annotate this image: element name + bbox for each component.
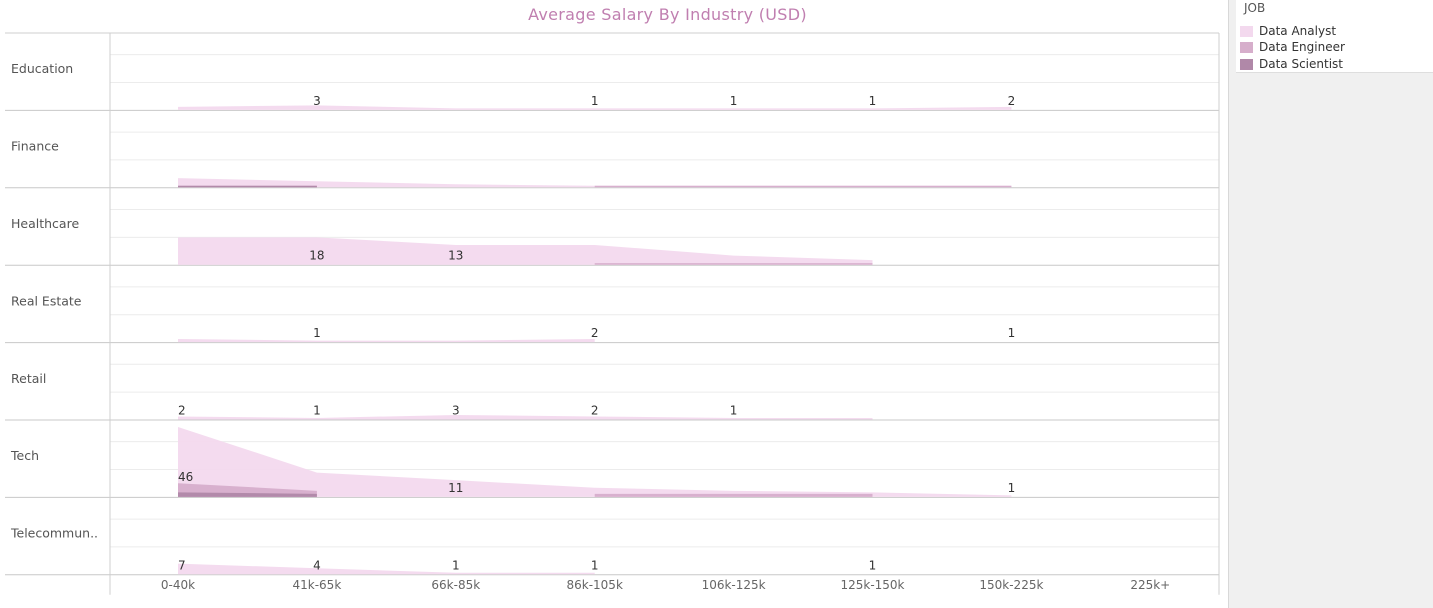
data-label-telecommun-66k-85k: 1: [452, 558, 460, 572]
chart-title: Average Salary By Industry (USD): [528, 5, 807, 24]
data-label-real-estate-41k-65k: 1: [313, 326, 321, 340]
x-tick-label-125k-150k: 125k-150k: [840, 578, 904, 592]
x-tick-label-66k-85k: 66k-85k: [431, 578, 480, 592]
area-telecommun-data-analyst-0: [178, 563, 595, 575]
data-label-telecommun-0-40k: 7: [178, 558, 186, 572]
row-label-finance: Finance: [11, 139, 59, 154]
side-panel: [1228, 0, 1433, 608]
chart-area: Education Finance Healthcare Real Estate Ret…: [5, 32, 1220, 595]
legend-item-data-scientist[interactable]: Data Scientist: [1240, 57, 1343, 71]
data-label-education-150k-225k: 2: [1008, 94, 1016, 108]
data-label-real-estate-86k-105k: 2: [591, 326, 599, 340]
data-label-retail-86k-105k: 2: [591, 404, 599, 418]
data-label-education-106k-125k: 1: [730, 94, 738, 108]
legend[interactable]: JOB Data Analyst Data Engineer Data Scie…: [1236, 0, 1433, 73]
legend-label-data-engineer: Data Engineer: [1259, 40, 1345, 54]
row-label-education: Education: [11, 61, 73, 76]
row-label-healthcare: Healthcare: [11, 216, 79, 231]
row-label-retail: Retail: [11, 371, 46, 386]
area-education-data-analyst-0: [178, 105, 1012, 110]
data-label-retail-0-40k: 2: [178, 404, 186, 418]
data-label-education-41k-65k: 3: [313, 94, 321, 108]
data-label-education-86k-105k: 1: [591, 94, 599, 108]
x-tick-label-0-40k: 0-40k: [161, 578, 195, 592]
data-label-tech-66k-85k: 11: [448, 481, 463, 495]
row-label-tech: Tech: [10, 448, 39, 463]
data-label-tech-150k-225k: 1: [1008, 481, 1016, 495]
area-tech-data-scientist-0: [178, 492, 317, 497]
legend-item-data-analyst[interactable]: Data Analyst: [1240, 24, 1336, 38]
data-label-telecommun-86k-105k: 1: [591, 558, 599, 572]
row-label-telecommun: Telecommun..: [10, 526, 98, 541]
x-tick-label-150k-225k: 150k-225k: [979, 578, 1043, 592]
data-label-telecommun-125k-150k: 1: [869, 558, 877, 572]
data-label-telecommun-41k-65k: 4: [313, 558, 321, 572]
legend-label-data-scientist: Data Scientist: [1259, 57, 1343, 71]
area-retail-data-analyst-0: [178, 414, 873, 420]
legend-label-data-analyst: Data Analyst: [1259, 24, 1337, 38]
area-healthcare-data-analyst-0: [178, 237, 873, 265]
legend-item-data-engineer[interactable]: Data Engineer: [1240, 40, 1345, 54]
legend-swatch-data-scientist: [1240, 58, 1253, 70]
x-tick-label-106k-125k: 106k-125k: [702, 578, 766, 592]
legend-swatch-data-engineer: [1240, 41, 1253, 53]
x-tick-label-41k-65k: 41k-65k: [293, 578, 342, 592]
area-healthcare-data-engineer-0: [594, 263, 873, 265]
x-tick-label-86k-105k: 86k-105k: [566, 578, 622, 592]
data-label-retail-106k-125k: 1: [730, 404, 738, 418]
data-label-healthcare-66k-85k: 13: [448, 249, 463, 263]
legend-swatch-data-analyst: [1240, 25, 1253, 37]
data-label-real-estate-150k-225k: 1: [1008, 326, 1016, 340]
data-label-education-125k-150k: 1: [869, 94, 877, 108]
data-label-tech-0-40k: 46: [178, 470, 193, 484]
row-label-real-estate: Real Estate: [11, 293, 82, 308]
area-tech-data-engineer-1: [594, 493, 873, 497]
legend-title: JOB: [1244, 1, 1266, 15]
data-label-healthcare-41k-65k: 18: [309, 249, 324, 263]
data-label-retail-41k-65k: 1: [313, 404, 321, 418]
area-finance-data-analyst-0: [178, 178, 1012, 188]
data-label-retail-66k-85k: 3: [452, 404, 460, 418]
area-finance-data-scientist-0: [178, 185, 317, 188]
area-finance-data-engineer-1: [594, 185, 1012, 188]
area-real-estate-data-analyst-0: [178, 339, 595, 343]
area-tech-data-analyst-0: [178, 426, 1012, 497]
x-tick-label-225k: 225k+: [1130, 578, 1170, 592]
